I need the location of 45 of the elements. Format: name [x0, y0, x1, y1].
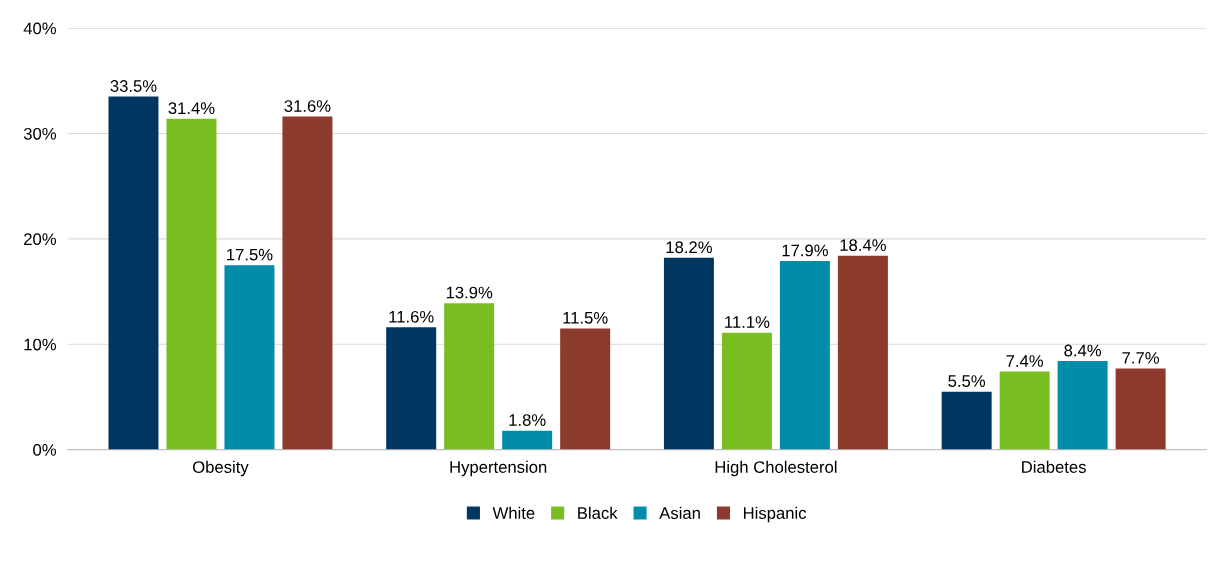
legend-label: Hispanic [743, 506, 807, 523]
bar [941, 391, 992, 450]
y-tick-label: 20% [24, 233, 56, 246]
legend-label: Black [578, 506, 618, 519]
data-label: 17.5% [227, 248, 273, 261]
y-tick-label: 10% [24, 338, 56, 351]
x-tick-label: High Cholesterol [715, 460, 837, 477]
bar [560, 328, 611, 450]
bar [282, 116, 333, 450]
bar [1115, 368, 1166, 450]
legend-label: Asian [659, 506, 700, 519]
bar [502, 430, 553, 450]
y-tick-label: 30% [23, 127, 56, 140]
bar [166, 118, 217, 450]
data-label: 1.8% [509, 414, 546, 426]
data-label: 7.7% [1122, 352, 1160, 364]
bar [779, 260, 830, 450]
data-label: 5.5% [948, 375, 986, 387]
data-label: 11.6% [389, 310, 434, 323]
data-label: 31.6% [284, 100, 331, 112]
data-label: 11.1% [725, 316, 770, 328]
bar [999, 371, 1050, 450]
data-label: 11.5% [563, 312, 608, 324]
data-label: 17.9% [782, 244, 828, 257]
bar [663, 257, 714, 450]
bar [224, 265, 275, 450]
y-tick-label: 40% [23, 22, 56, 35]
x-tick-label: Obesity [192, 460, 249, 477]
y-tick-label: 0% [33, 444, 56, 456]
bar [444, 303, 495, 450]
bar [108, 96, 159, 450]
data-label: 8.4% [1064, 344, 1102, 357]
data-label: 33.5% [110, 80, 157, 92]
bar [837, 255, 888, 450]
data-label: 18.4% [840, 239, 886, 252]
legend-label: White [492, 506, 535, 519]
x-tick-label: Diabetes [1022, 460, 1086, 473]
bar [721, 332, 772, 450]
x-tick-label: Hypertension [450, 460, 547, 477]
data-label: 7.4% [1006, 355, 1044, 367]
bar [1057, 361, 1108, 450]
data-label: 13.9% [446, 286, 493, 299]
data-label: 18.2% [666, 241, 712, 254]
data-label: 31.4% [168, 102, 215, 115]
bar [386, 327, 437, 450]
